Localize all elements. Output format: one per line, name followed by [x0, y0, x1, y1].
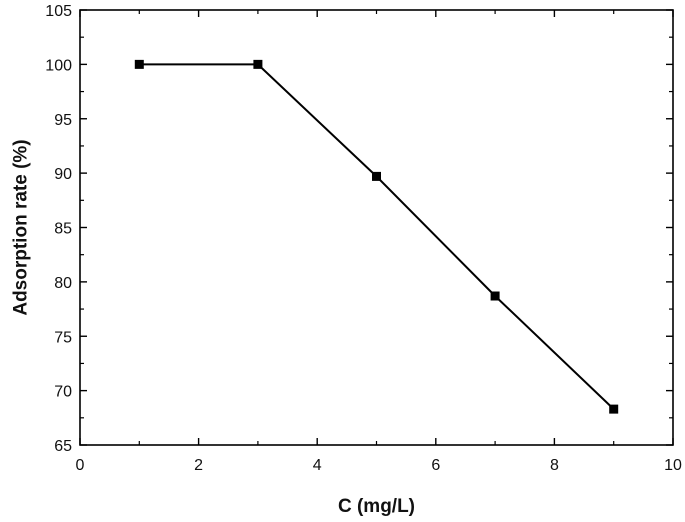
y-tick-label: 70	[54, 384, 72, 401]
x-tick-label: 8	[550, 457, 559, 474]
y-tick-label: 80	[54, 275, 72, 292]
data-point	[253, 59, 263, 69]
x-tick-label: 2	[194, 457, 203, 474]
y-tick-label: 90	[54, 166, 72, 183]
x-tick-label: 6	[431, 457, 440, 474]
x-tick-label: 0	[76, 457, 85, 474]
y-tick-label: 75	[54, 329, 72, 346]
x-tick-label: 4	[313, 457, 322, 474]
y-tick-label: 95	[54, 112, 72, 129]
data-point	[134, 59, 144, 69]
series-layer	[134, 59, 619, 414]
y-tick-label: 100	[45, 57, 72, 74]
data-point	[372, 171, 381, 181]
y-axis: 65 70 75 80 85 90 95 100 105	[45, 3, 673, 455]
x-axis-title: C (mg/L)	[338, 496, 415, 517]
series-line	[139, 63, 615, 410]
data-point	[490, 291, 500, 301]
y-tick-label: 85	[54, 221, 72, 238]
x-tick-label: 10	[664, 457, 682, 474]
x-axis: 0 2 4 6 8 10	[76, 10, 682, 474]
y-tick-label: 105	[45, 3, 72, 20]
data-point	[609, 404, 619, 414]
y-tick-label: 65	[54, 438, 72, 455]
y-axis-title: Adsorption rate (%)	[11, 139, 32, 315]
